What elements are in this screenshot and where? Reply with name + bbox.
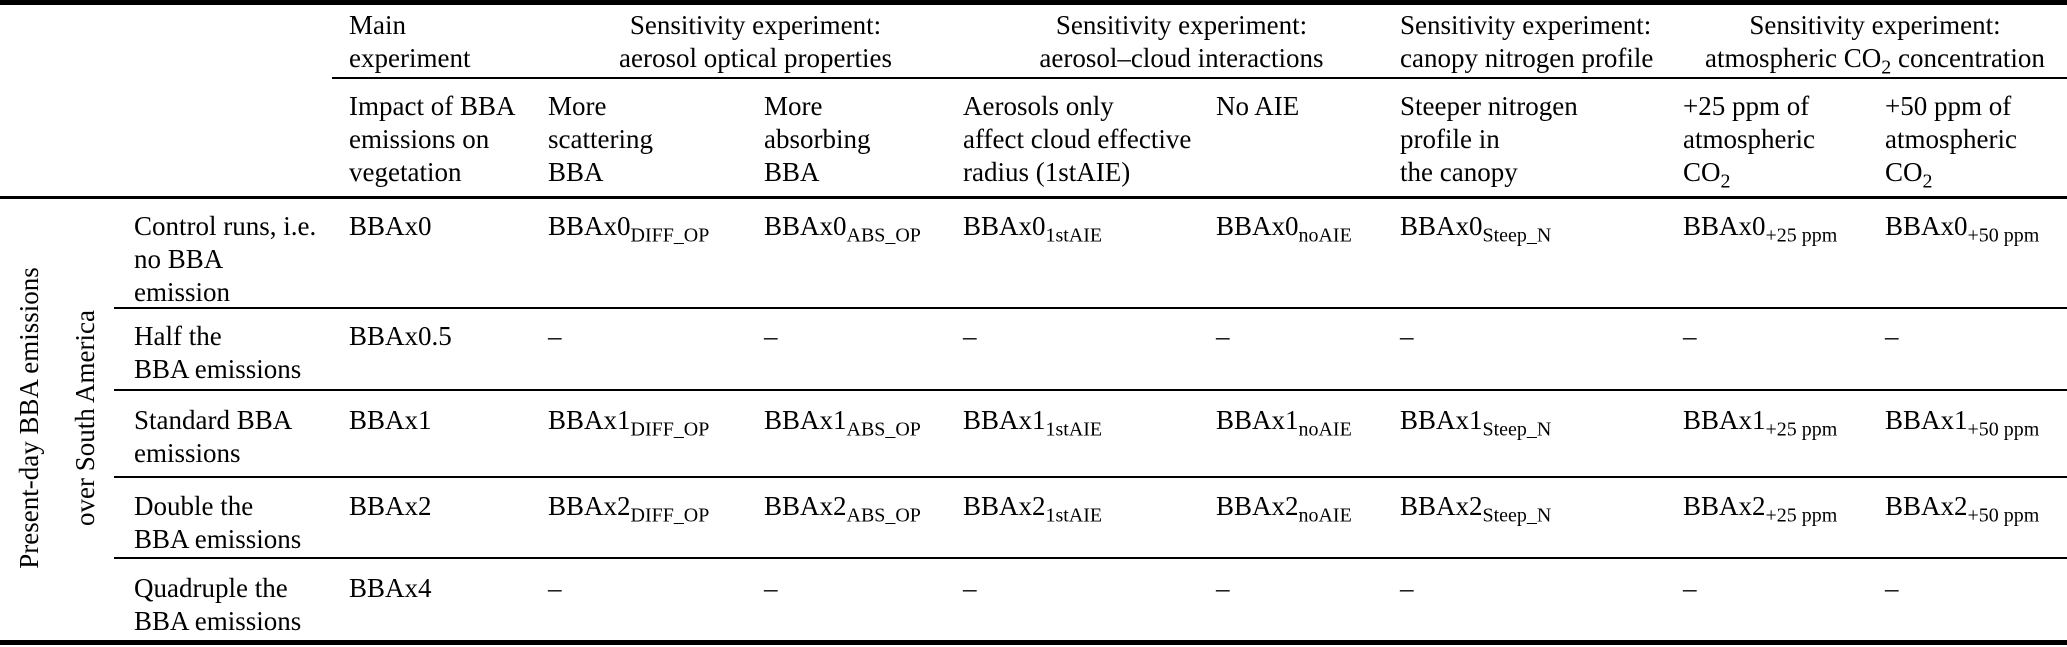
header-rule xyxy=(0,196,2067,199)
experiment-cell-r5-c4: – xyxy=(963,573,977,603)
experiment-cell-r1-c1: BBAx0 xyxy=(349,211,432,241)
column-header-7: +25 ppm of atmospheric CO2 xyxy=(1683,91,1815,193)
experiment-cell-r5-c1: BBAx4 xyxy=(349,573,432,603)
group-header-rule xyxy=(332,77,2067,79)
experiment-cell-r2-c8: – xyxy=(1885,321,1899,351)
column-header-4: Aerosols only affect cloud effective radiu… xyxy=(963,91,1192,187)
column-header-2: More scattering BBA xyxy=(548,91,653,187)
row-separator-3 xyxy=(114,476,2067,478)
experiment-cell-r5-c5: – xyxy=(1216,573,1230,603)
experiment-cell-r1-c5: BBAx0noAIE xyxy=(1216,211,1352,247)
experiment-cell-r4-c3: BBAx2ABS_OP xyxy=(764,491,921,527)
group-header-aerosol-optical-properties: Sensitivity experiment: aerosol optical p… xyxy=(619,10,892,73)
group-header-canopy-nitrogen-profile: Sensitivity experiment: canopy nitrogen p… xyxy=(1400,10,1654,73)
row-label-5: Quadruple the BBA emissions xyxy=(134,573,302,636)
experiment-cell-r2-c7: – xyxy=(1683,321,1697,351)
experiment-cell-r4-c5: BBAx2noAIE xyxy=(1216,491,1352,527)
column-header-8: +50 ppm of atmospheric CO2 xyxy=(1885,91,2017,193)
column-header-6: Steeper nitrogen profile in the canopy xyxy=(1400,91,1578,187)
group-header-atmospheric-co2-concentration: Sensitivity experiment: atmospheric CO2 c… xyxy=(1705,10,2045,79)
group-header-aerosol-cloud-interactions: Sensitivity experiment: aerosol–cloud int… xyxy=(1039,10,1324,73)
experiment-cell-r4-c4: BBAx21stAIE xyxy=(963,491,1103,527)
experiment-cell-r3-c4: BBAx11stAIE xyxy=(963,405,1103,441)
column-header-5: No AIE xyxy=(1216,91,1300,121)
experiment-cell-r5-c2: – xyxy=(548,573,562,603)
row-group-label: Present-day BBA emissions over South Ame… xyxy=(1,267,113,569)
experiment-cell-r3-c2: BBAx1DIFF_OP xyxy=(548,405,710,441)
experiment-cell-r3-c3: BBAx1ABS_OP xyxy=(764,405,921,441)
experiment-cell-r2-c5: – xyxy=(1216,321,1230,351)
experiment-cell-r4-c7: BBAx2+25 ppm xyxy=(1683,491,1838,527)
row-label-1: Control runs, i.e. no BBA emission xyxy=(134,211,317,307)
experiment-cell-r3-c1: BBAx1 xyxy=(349,405,432,435)
experiment-cell-r1-c2: BBAx0DIFF_OP xyxy=(548,211,710,247)
experiment-cell-r1-c7: BBAx0+25 ppm xyxy=(1683,211,1838,247)
experiment-cell-r2-c3: – xyxy=(764,321,778,351)
experiment-cell-r3-c6: BBAx1Steep_N xyxy=(1400,405,1552,441)
experiment-cell-r5-c8: – xyxy=(1885,573,1899,603)
experiment-cell-r3-c5: BBAx1noAIE xyxy=(1216,405,1352,441)
experiment-cell-r5-c3: – xyxy=(764,573,778,603)
row-group-label-line2: over South America xyxy=(70,310,100,526)
experiment-cell-r3-c7: BBAx1+25 ppm xyxy=(1683,405,1838,441)
experiment-cell-r4-c8: BBAx2+50 ppm xyxy=(1885,491,2040,527)
experiment-cell-r4-c2: BBAx2DIFF_OP xyxy=(548,491,710,527)
experiment-cell-r2-c6: – xyxy=(1400,321,1414,351)
bottom-rule xyxy=(0,640,2067,645)
experiment-cell-r3-c8: BBAx1+50 ppm xyxy=(1885,405,2040,441)
row-label-2: Half the BBA emissions xyxy=(134,321,302,384)
experiment-cell-r1-c3: BBAx0ABS_OP xyxy=(764,211,921,247)
experiment-cell-r2-c4: – xyxy=(963,321,977,351)
row-separator-2 xyxy=(114,389,2067,391)
group-header-main-experiment: Main experiment xyxy=(349,10,471,73)
experiment-cell-r1-c4: BBAx01stAIE xyxy=(963,211,1103,247)
top-rule xyxy=(0,0,2067,5)
experiment-cell-r5-c7: – xyxy=(1683,573,1697,603)
experiment-cell-r1-c8: BBAx0+50 ppm xyxy=(1885,211,2040,247)
experiment-cell-r2-c1: BBAx0.5 xyxy=(349,321,452,351)
row-label-3: Standard BBA emissions xyxy=(134,405,293,468)
row-label-4: Double the BBA emissions xyxy=(134,491,302,554)
experiment-cell-r4-c6: BBAx2Steep_N xyxy=(1400,491,1552,527)
experiment-cell-r2-c2: – xyxy=(548,321,562,351)
experiment-cell-r4-c1: BBAx2 xyxy=(349,491,432,521)
experiment-cell-r1-c6: BBAx0Steep_N xyxy=(1400,211,1552,247)
column-header-1: Impact of BBA emissions on vegetation xyxy=(349,91,516,187)
experiment-cell-r5-c6: – xyxy=(1400,573,1414,603)
row-separator-4 xyxy=(114,557,2067,559)
column-header-3: More absorbing BBA xyxy=(764,91,871,187)
row-group-label-line1: Present-day BBA emissions xyxy=(14,267,44,569)
row-separator-1 xyxy=(114,307,2067,309)
